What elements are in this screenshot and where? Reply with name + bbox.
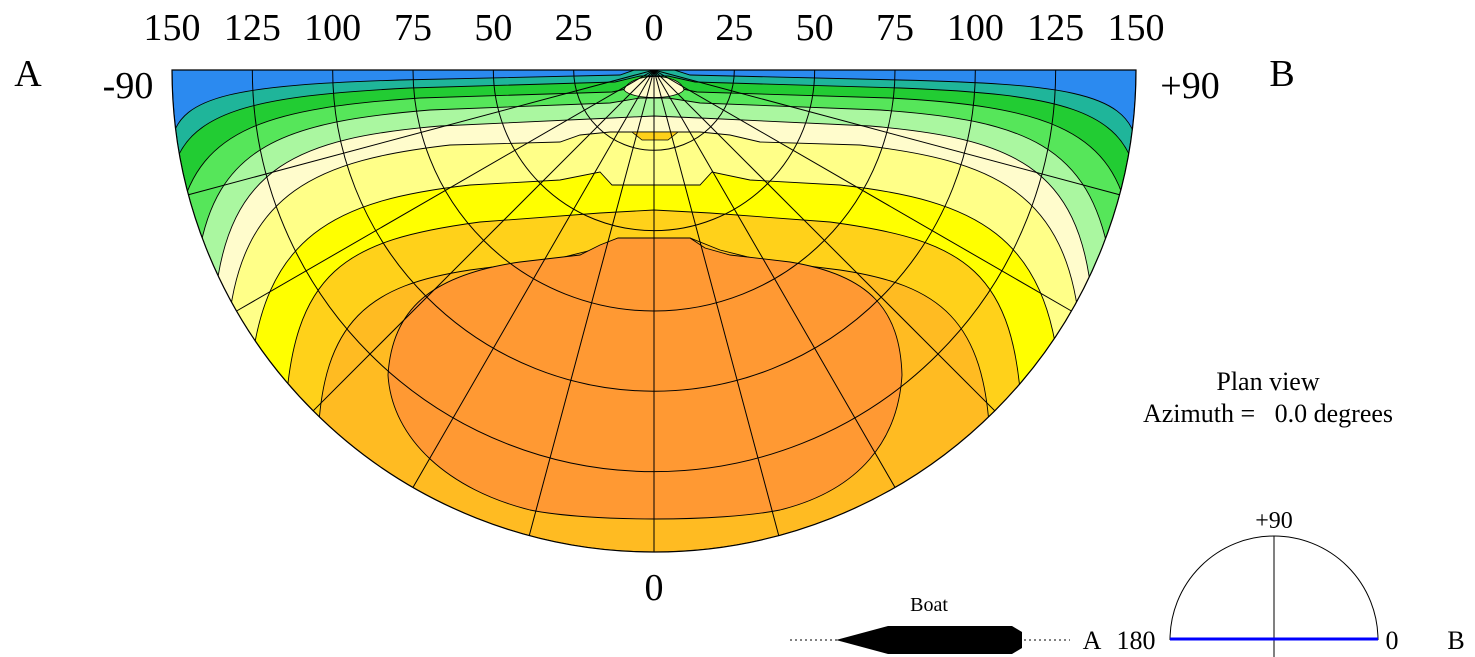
radial-line bbox=[236, 70, 655, 312]
range-tick-label: 75 bbox=[876, 7, 914, 49]
range-tick-label: 150 bbox=[144, 7, 201, 49]
azimuth-caption: Azimuth = 0.0 degrees bbox=[1143, 399, 1393, 428]
radial-line bbox=[188, 70, 655, 196]
orientation-indicator: +90 A 180 0 B bbox=[1083, 508, 1465, 657]
indicator-top-label: +90 bbox=[1255, 508, 1293, 534]
boat-diagram: Boat bbox=[790, 594, 1070, 654]
side-label-a: A bbox=[14, 53, 42, 95]
half-disk-outline bbox=[171, 69, 1137, 553]
view-title: Plan view bbox=[1216, 367, 1319, 396]
range-tick-label: 150 bbox=[1108, 7, 1165, 49]
indicator-right-letter: B bbox=[1447, 626, 1464, 655]
range-tick-label: 100 bbox=[947, 7, 1004, 49]
range-tick-label: 50 bbox=[474, 7, 512, 49]
boat-hull-icon bbox=[836, 626, 1022, 654]
contour-notch-small bbox=[630, 131, 680, 141]
radial-line bbox=[653, 70, 1120, 196]
range-tick-label: 25 bbox=[555, 7, 593, 49]
boat-label: Boat bbox=[910, 594, 948, 616]
range-tick-label: 50 bbox=[796, 7, 834, 49]
range-tick-label: 100 bbox=[304, 7, 361, 49]
range-tick-label: 0 bbox=[645, 7, 664, 49]
radial-line bbox=[653, 70, 996, 412]
angle-label-bottom: 0 bbox=[645, 567, 664, 609]
radial-line bbox=[528, 70, 655, 536]
range-tick-label: 125 bbox=[1027, 7, 1084, 49]
indicator-right-angle: 0 bbox=[1386, 626, 1399, 655]
radial-line bbox=[653, 70, 780, 536]
radial-line bbox=[653, 70, 1072, 312]
radial-line bbox=[412, 70, 655, 488]
indicator-left-letter: A bbox=[1083, 626, 1102, 655]
contour-bands bbox=[172, 70, 1136, 552]
contour-band-orange bbox=[387, 237, 903, 520]
range-tick-label: 25 bbox=[715, 7, 753, 49]
angle-label-right: +90 bbox=[1160, 65, 1219, 107]
radial-line bbox=[312, 70, 655, 412]
angle-label-left: -90 bbox=[103, 65, 154, 107]
top-range-scale: 150 125 100 75 50 25 0 25 50 75 100 125 150 bbox=[144, 7, 1165, 49]
radial-line bbox=[653, 70, 896, 488]
range-tick-label: 75 bbox=[394, 7, 432, 49]
indicator-left-angle: 180 bbox=[1117, 626, 1156, 655]
side-label-b: B bbox=[1269, 53, 1294, 95]
range-tick-label: 125 bbox=[224, 7, 281, 49]
